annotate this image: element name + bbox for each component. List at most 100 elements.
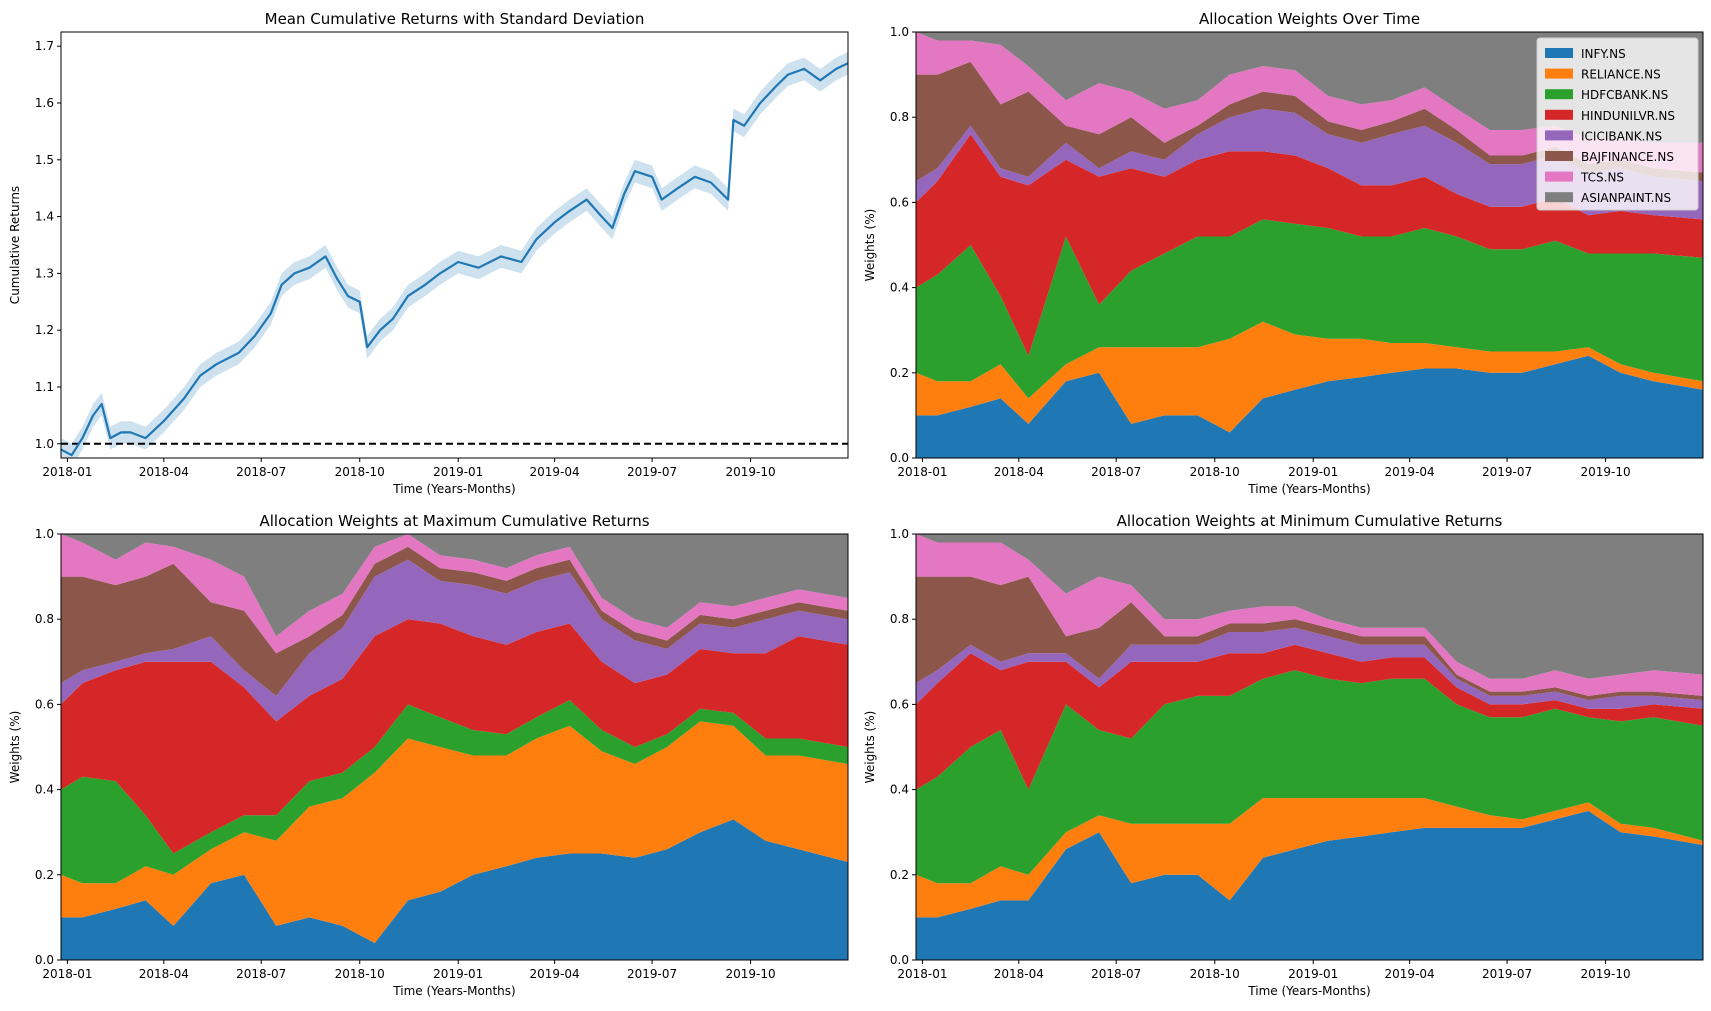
legend: INFY.NS RELIANCE.NS HDFCBANK.NS HINDUNILVR.…: [1536, 37, 1699, 211]
area-bajfinance: [916, 576, 1703, 701]
x-tick-label: 2019-07: [1482, 967, 1532, 981]
y-tick-label: 1.1: [35, 380, 54, 394]
std-band: [61, 51, 848, 458]
area-hdfcbank: [61, 700, 848, 884]
area-tcs: [916, 32, 1703, 173]
x-tick-label: 2018-07: [236, 967, 286, 981]
y-tick-label: 1.4: [35, 210, 54, 224]
y-tick-label: 0.2: [890, 868, 909, 882]
area-asianpaint: [916, 534, 1703, 679]
x-tick-label: 2018-04: [139, 465, 189, 479]
legend-swatch: [1545, 151, 1573, 161]
legend-label: HINDUNILVR.NS: [1581, 109, 1675, 123]
chart-title: Mean Cumulative Returns with Standard De…: [265, 10, 645, 28]
subplot-3: 2018-01 2018-04 2018-07 2018-10 2019-01 2019-…: [8, 512, 849, 998]
x-tick-label: 2019-01: [433, 967, 483, 981]
x-tick-label: 2019-01: [1288, 967, 1338, 981]
x-axis-label: Time (Years-Months): [392, 984, 515, 998]
legend-label: INFY.NS: [1581, 47, 1626, 61]
axes-frame: [915, 533, 1704, 961]
area-hindunilvr: [916, 134, 1703, 356]
legend-label: TCS.NS: [1580, 171, 1624, 185]
x-axis-label: Time (Years-Months): [392, 482, 515, 496]
x-tick-label: 2018-01: [42, 465, 92, 479]
x-tick-label: 2019-04: [1385, 465, 1435, 479]
legend-swatch: [1545, 130, 1573, 141]
y-tick-label: 0.8: [35, 612, 54, 626]
y-tick-label: 0.6: [890, 697, 909, 711]
area-reliance: [916, 798, 1703, 918]
y-tick-label: 1.0: [890, 25, 909, 39]
chart-title: Allocation Weights at Maximum Cumulative…: [259, 512, 649, 530]
y-tick-label: 0.0: [890, 451, 909, 465]
y-axis-label: Cumulative Returns: [8, 186, 22, 304]
x-tick-label: 2019-07: [627, 967, 677, 981]
x-tick-label: 2019-10: [1580, 967, 1630, 981]
area-bajfinance: [61, 546, 848, 696]
area-tcs: [916, 534, 1703, 696]
x-tick-label: 2019-07: [627, 465, 677, 479]
x-tick-label: 2019-10: [1580, 465, 1630, 479]
legend-swatch: [1545, 89, 1573, 100]
y-tick-label: 0.2: [35, 868, 54, 882]
legend-box: [1536, 37, 1699, 211]
x-tick-label: 2019-10: [725, 967, 775, 981]
y-tick-label: 1.5: [35, 153, 54, 167]
x-tick-label: 2019-01: [1288, 465, 1338, 479]
axes-frame: [915, 31, 1704, 459]
x-tick-label: 2018-07: [1091, 967, 1141, 981]
x-tick-label: 2018-04: [139, 967, 189, 981]
x-axis-label: Time (Years-Months): [1247, 482, 1370, 496]
area-reliance: [61, 721, 848, 943]
y-tick-label: 1.2: [35, 323, 54, 337]
y-axis-label: Weights (%): [863, 209, 877, 282]
x-tick-label: 2019-01: [433, 465, 483, 479]
area-asianpaint: [61, 534, 848, 637]
y-tick-label: 0.6: [35, 697, 54, 711]
area-bajfinance: [916, 61, 1703, 182]
y-tick-label: 0.4: [890, 281, 909, 295]
y-tick-label: 0.2: [890, 366, 909, 380]
area-reliance: [916, 321, 1703, 433]
legend-label: ASIANPAINT.NS: [1581, 191, 1671, 205]
area-icicibank: [916, 627, 1703, 709]
area-infy: [916, 810, 1703, 960]
x-tick-label: 2018-04: [994, 465, 1044, 479]
y-tick-label: 1.3: [35, 266, 54, 280]
axes-frame: [60, 533, 849, 961]
area-tcs: [61, 534, 848, 654]
x-tick-label: 2018-10: [335, 967, 385, 981]
y-tick-label: 1.0: [35, 527, 54, 541]
x-tick-label: 2018-10: [1190, 967, 1240, 981]
legend-swatch: [1545, 192, 1573, 203]
legend-label: RELIANCE.NS: [1581, 68, 1661, 82]
x-tick-label: 2019-07: [1482, 465, 1532, 479]
x-tick-label: 2018-01: [897, 967, 947, 981]
x-tick-label: 2019-10: [725, 465, 775, 479]
area-infy: [61, 819, 848, 960]
x-tick-label: 2018-10: [1190, 465, 1240, 479]
legend-label: ICICIBANK.NS: [1581, 129, 1662, 143]
area-icicibank: [61, 559, 848, 722]
x-tick-label: 2018-01: [42, 967, 92, 981]
legend-swatch: [1545, 48, 1573, 58]
area-hindunilvr: [61, 619, 848, 854]
y-axis-label: Weights (%): [863, 711, 877, 784]
area-hdfcbank: [916, 670, 1703, 884]
y-tick-label: 0.0: [35, 953, 54, 967]
legend-label: HDFCBANK.NS: [1581, 88, 1668, 102]
y-tick-label: 0.6: [890, 195, 909, 209]
area-hdfcbank: [916, 219, 1703, 399]
y-tick-label: 1.7: [35, 39, 54, 53]
subplot-2: 2018-01 2018-04 2018-07 2018-10 2019-01 2019-…: [863, 10, 1704, 496]
x-tick-label: 2018-10: [335, 465, 385, 479]
y-tick-label: 1.0: [890, 527, 909, 541]
x-tick-label: 2019-04: [1385, 967, 1435, 981]
x-tick-label: 2018-07: [236, 465, 286, 479]
y-tick-label: 0.8: [890, 110, 909, 124]
area-hindunilvr: [916, 644, 1703, 790]
legend-swatch: [1545, 109, 1573, 120]
x-tick-label: 2019-04: [530, 967, 580, 981]
x-tick-label: 2018-07: [1091, 465, 1141, 479]
